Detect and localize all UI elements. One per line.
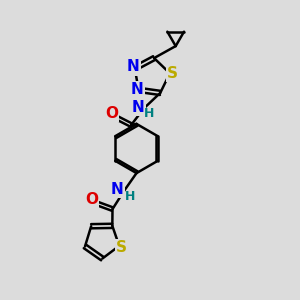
Text: H: H xyxy=(144,106,154,119)
Text: S: S xyxy=(167,66,178,81)
Text: N: N xyxy=(111,182,124,197)
Text: N: N xyxy=(132,100,145,115)
Text: S: S xyxy=(116,240,127,255)
Text: O: O xyxy=(105,106,118,121)
Text: O: O xyxy=(85,192,98,207)
Text: H: H xyxy=(125,190,135,203)
Text: N: N xyxy=(131,82,143,98)
Text: N: N xyxy=(127,59,140,74)
